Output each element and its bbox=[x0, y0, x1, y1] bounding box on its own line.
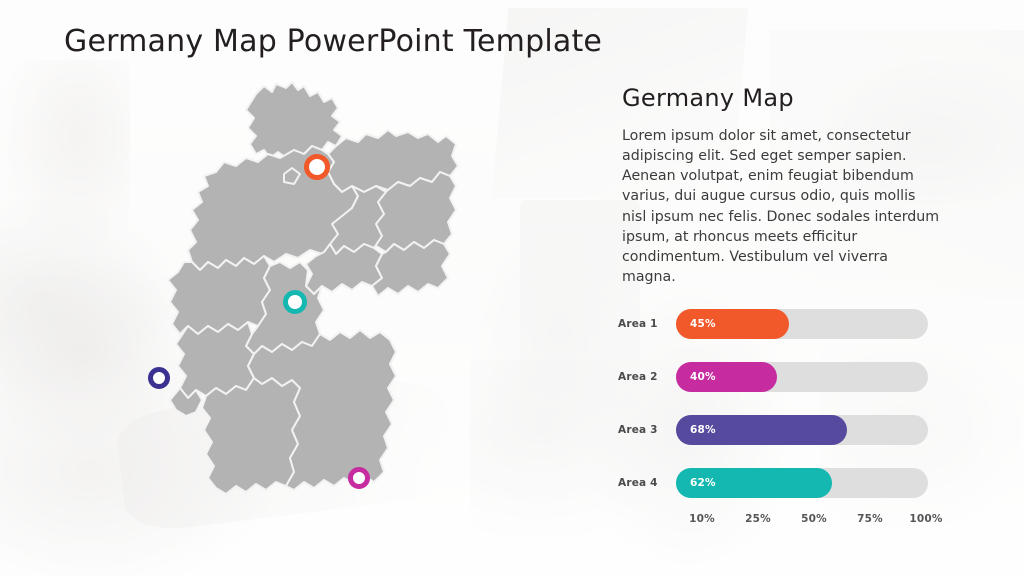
bar-fill: 40% bbox=[676, 362, 777, 392]
axis-tick-label: 100% bbox=[909, 513, 943, 525]
axis-tick-label: 25% bbox=[745, 513, 771, 525]
bar-chart-axis: 10% 25% 50% 75% 100% bbox=[676, 513, 942, 531]
map-marker-area-4[interactable] bbox=[283, 290, 307, 314]
state-thueringen bbox=[305, 243, 383, 295]
state-rheinland-pfalz bbox=[175, 321, 255, 399]
panel-title: Germany Map bbox=[622, 84, 794, 112]
bar-track: 40% bbox=[676, 362, 928, 392]
bar-fill: 45% bbox=[676, 309, 789, 339]
state-baden-wuerttemberg bbox=[201, 377, 301, 495]
right-panel: Germany Map Lorem ipsum dolor sit amet, … bbox=[622, 84, 972, 287]
state-schleswig-holstein bbox=[245, 81, 343, 159]
bar-row: Area 1 45% bbox=[618, 305, 948, 343]
bar-fill: 62% bbox=[676, 468, 832, 498]
bar-fill: 68% bbox=[676, 415, 847, 445]
bar-row: Area 2 40% bbox=[618, 358, 948, 396]
bar-value-label: 45% bbox=[690, 318, 716, 330]
bar-value-label: 62% bbox=[690, 477, 716, 489]
bar-row: Area 4 62% bbox=[618, 464, 948, 502]
bar-track: 45% bbox=[676, 309, 928, 339]
bar-category-label: Area 3 bbox=[618, 424, 658, 436]
map-marker-area-1[interactable] bbox=[304, 154, 330, 180]
map-marker-area-2[interactable] bbox=[348, 467, 370, 489]
state-sachsen-anhalt bbox=[329, 185, 387, 255]
axis-tick-label: 50% bbox=[801, 513, 827, 525]
bar-track: 62% bbox=[676, 468, 928, 498]
state-nordrhein-westfalen bbox=[167, 255, 271, 335]
state-saarland bbox=[169, 387, 203, 417]
bar-category-label: Area 1 bbox=[618, 318, 658, 330]
map-marker-area-3[interactable] bbox=[148, 367, 170, 389]
bar-value-label: 40% bbox=[690, 371, 716, 383]
bar-value-label: 68% bbox=[690, 424, 716, 436]
state-bayern bbox=[247, 329, 397, 491]
panel-body-text: Lorem ipsum dolor sit amet, consectetur … bbox=[622, 128, 940, 286]
slide-title: Germany Map PowerPoint Template bbox=[64, 24, 603, 59]
bar-track: 68% bbox=[676, 415, 928, 445]
germany-map[interactable] bbox=[96, 58, 516, 558]
state-sachsen bbox=[371, 239, 451, 297]
bar-category-label: Area 4 bbox=[618, 477, 658, 489]
axis-tick-label: 75% bbox=[857, 513, 883, 525]
germany-map-container[interactable] bbox=[96, 58, 516, 558]
axis-tick-label: 10% bbox=[689, 513, 715, 525]
bar-row: Area 3 68% bbox=[618, 411, 948, 449]
bar-chart: Area 1 45% Area 2 40% Area 3 68% Area 4 62% 10%… bbox=[618, 305, 948, 531]
bar-category-label: Area 2 bbox=[618, 371, 658, 383]
